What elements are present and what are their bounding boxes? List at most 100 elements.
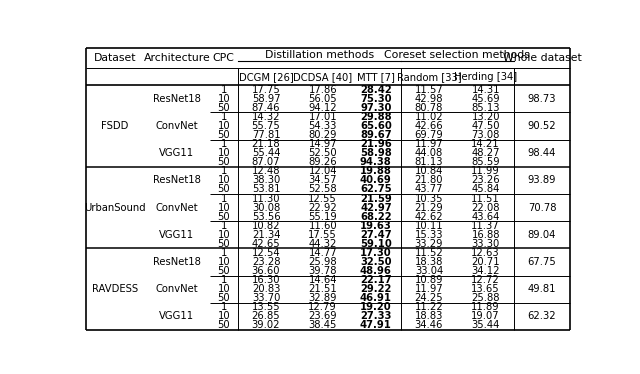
Text: 94.38: 94.38 bbox=[360, 157, 392, 167]
Text: 46.91: 46.91 bbox=[360, 293, 392, 303]
Text: 22.17: 22.17 bbox=[360, 275, 392, 285]
Text: 1: 1 bbox=[221, 112, 227, 122]
Text: 19.20: 19.20 bbox=[360, 302, 392, 312]
Text: CPC: CPC bbox=[213, 53, 235, 63]
Text: 54.33: 54.33 bbox=[308, 121, 337, 131]
Text: 20.83: 20.83 bbox=[252, 284, 280, 294]
Text: ResNet18: ResNet18 bbox=[153, 257, 201, 267]
Text: 14.31: 14.31 bbox=[472, 85, 500, 95]
Text: 42.98: 42.98 bbox=[415, 94, 443, 104]
Text: 29.88: 29.88 bbox=[360, 112, 392, 122]
Text: 80.29: 80.29 bbox=[308, 130, 337, 140]
Text: 20.71: 20.71 bbox=[471, 257, 500, 267]
Text: 17.75: 17.75 bbox=[252, 85, 280, 95]
Text: 11.97: 11.97 bbox=[415, 139, 444, 149]
Text: 85.59: 85.59 bbox=[471, 157, 500, 167]
Text: 87.46: 87.46 bbox=[252, 103, 280, 113]
Text: 50: 50 bbox=[218, 130, 230, 140]
Text: 16.88: 16.88 bbox=[472, 230, 500, 240]
Text: 70.78: 70.78 bbox=[528, 203, 556, 212]
Text: 94.12: 94.12 bbox=[308, 103, 337, 113]
Text: 14.21: 14.21 bbox=[471, 139, 500, 149]
Text: 80.78: 80.78 bbox=[415, 103, 443, 113]
Text: 10: 10 bbox=[218, 148, 230, 158]
Text: 10: 10 bbox=[218, 312, 230, 321]
Text: 52.50: 52.50 bbox=[308, 148, 337, 158]
Text: 14.64: 14.64 bbox=[308, 275, 337, 285]
Text: 85.13: 85.13 bbox=[472, 103, 500, 113]
Text: ConvNet: ConvNet bbox=[156, 284, 198, 294]
Text: 19.88: 19.88 bbox=[360, 166, 392, 176]
Text: 11.37: 11.37 bbox=[471, 221, 500, 231]
Text: 58.97: 58.97 bbox=[252, 94, 280, 104]
Text: 93.89: 93.89 bbox=[528, 175, 556, 186]
Text: 17.30: 17.30 bbox=[360, 248, 392, 258]
Text: 89.04: 89.04 bbox=[528, 230, 556, 240]
Text: 18.83: 18.83 bbox=[415, 312, 443, 321]
Text: 50: 50 bbox=[218, 212, 230, 222]
Text: 28.42: 28.42 bbox=[360, 85, 392, 95]
Text: 1: 1 bbox=[221, 166, 227, 176]
Text: 1: 1 bbox=[221, 193, 227, 203]
Text: DCDSA [40]: DCDSA [40] bbox=[293, 72, 352, 82]
Text: 47.91: 47.91 bbox=[360, 321, 392, 331]
Text: 34.46: 34.46 bbox=[415, 321, 443, 331]
Text: 50: 50 bbox=[218, 239, 230, 249]
Text: 55.19: 55.19 bbox=[308, 212, 337, 222]
Text: 14.32: 14.32 bbox=[252, 112, 280, 122]
Text: 53.56: 53.56 bbox=[252, 212, 280, 222]
Text: 45.69: 45.69 bbox=[471, 94, 500, 104]
Text: 13.65: 13.65 bbox=[471, 284, 500, 294]
Text: 21.18: 21.18 bbox=[252, 139, 280, 149]
Text: 39.02: 39.02 bbox=[252, 321, 280, 331]
Text: 35.44: 35.44 bbox=[472, 321, 500, 331]
Text: VGG11: VGG11 bbox=[159, 230, 195, 240]
Text: 18.38: 18.38 bbox=[415, 257, 443, 267]
Text: Distillation methods: Distillation methods bbox=[264, 50, 374, 60]
Text: 21.29: 21.29 bbox=[415, 203, 444, 212]
Text: 14.97: 14.97 bbox=[308, 139, 337, 149]
Text: 1: 1 bbox=[221, 248, 227, 258]
Text: 27.47: 27.47 bbox=[360, 230, 392, 240]
Text: 1: 1 bbox=[221, 275, 227, 285]
Text: 90.52: 90.52 bbox=[528, 121, 556, 131]
Text: 22.92: 22.92 bbox=[308, 203, 337, 212]
Text: 30.08: 30.08 bbox=[252, 203, 280, 212]
Text: 98.73: 98.73 bbox=[528, 94, 556, 104]
Text: 43.77: 43.77 bbox=[415, 184, 443, 194]
Text: 32.50: 32.50 bbox=[360, 257, 392, 267]
Text: 34.12: 34.12 bbox=[472, 266, 500, 276]
Text: 42.62: 42.62 bbox=[415, 212, 444, 222]
Text: Coreset selection methods: Coreset selection methods bbox=[385, 50, 530, 60]
Text: Dataset: Dataset bbox=[93, 53, 136, 63]
Text: 47.50: 47.50 bbox=[472, 121, 500, 131]
Text: 11.52: 11.52 bbox=[415, 248, 444, 258]
Text: 58.98: 58.98 bbox=[360, 148, 392, 158]
Text: 25.98: 25.98 bbox=[308, 257, 337, 267]
Text: 55.75: 55.75 bbox=[252, 121, 280, 131]
Text: 19.07: 19.07 bbox=[471, 312, 500, 321]
Text: 27.33: 27.33 bbox=[360, 312, 392, 321]
Text: 50: 50 bbox=[218, 184, 230, 194]
Text: ConvNet: ConvNet bbox=[156, 203, 198, 212]
Text: 1: 1 bbox=[221, 139, 227, 149]
Text: 12.04: 12.04 bbox=[308, 166, 337, 176]
Text: 56.05: 56.05 bbox=[308, 94, 337, 104]
Text: 62.32: 62.32 bbox=[528, 312, 556, 321]
Text: 11.60: 11.60 bbox=[308, 221, 337, 231]
Text: 34.57: 34.57 bbox=[308, 175, 337, 186]
Text: 23.69: 23.69 bbox=[308, 312, 337, 321]
Text: 12.63: 12.63 bbox=[471, 248, 500, 258]
Text: 38.45: 38.45 bbox=[308, 321, 337, 331]
Text: Herding [34]: Herding [34] bbox=[454, 72, 517, 82]
Text: DCGM [26]: DCGM [26] bbox=[239, 72, 293, 82]
Text: 12.48: 12.48 bbox=[252, 166, 280, 176]
Text: 50: 50 bbox=[218, 266, 230, 276]
Text: VGG11: VGG11 bbox=[159, 312, 195, 321]
Text: 11.22: 11.22 bbox=[415, 302, 444, 312]
Text: 45.84: 45.84 bbox=[472, 184, 500, 194]
Text: VGG11: VGG11 bbox=[159, 148, 195, 158]
Text: UrbanSound: UrbanSound bbox=[84, 203, 146, 212]
Text: 29.22: 29.22 bbox=[360, 284, 392, 294]
Text: 62.75: 62.75 bbox=[360, 184, 392, 194]
